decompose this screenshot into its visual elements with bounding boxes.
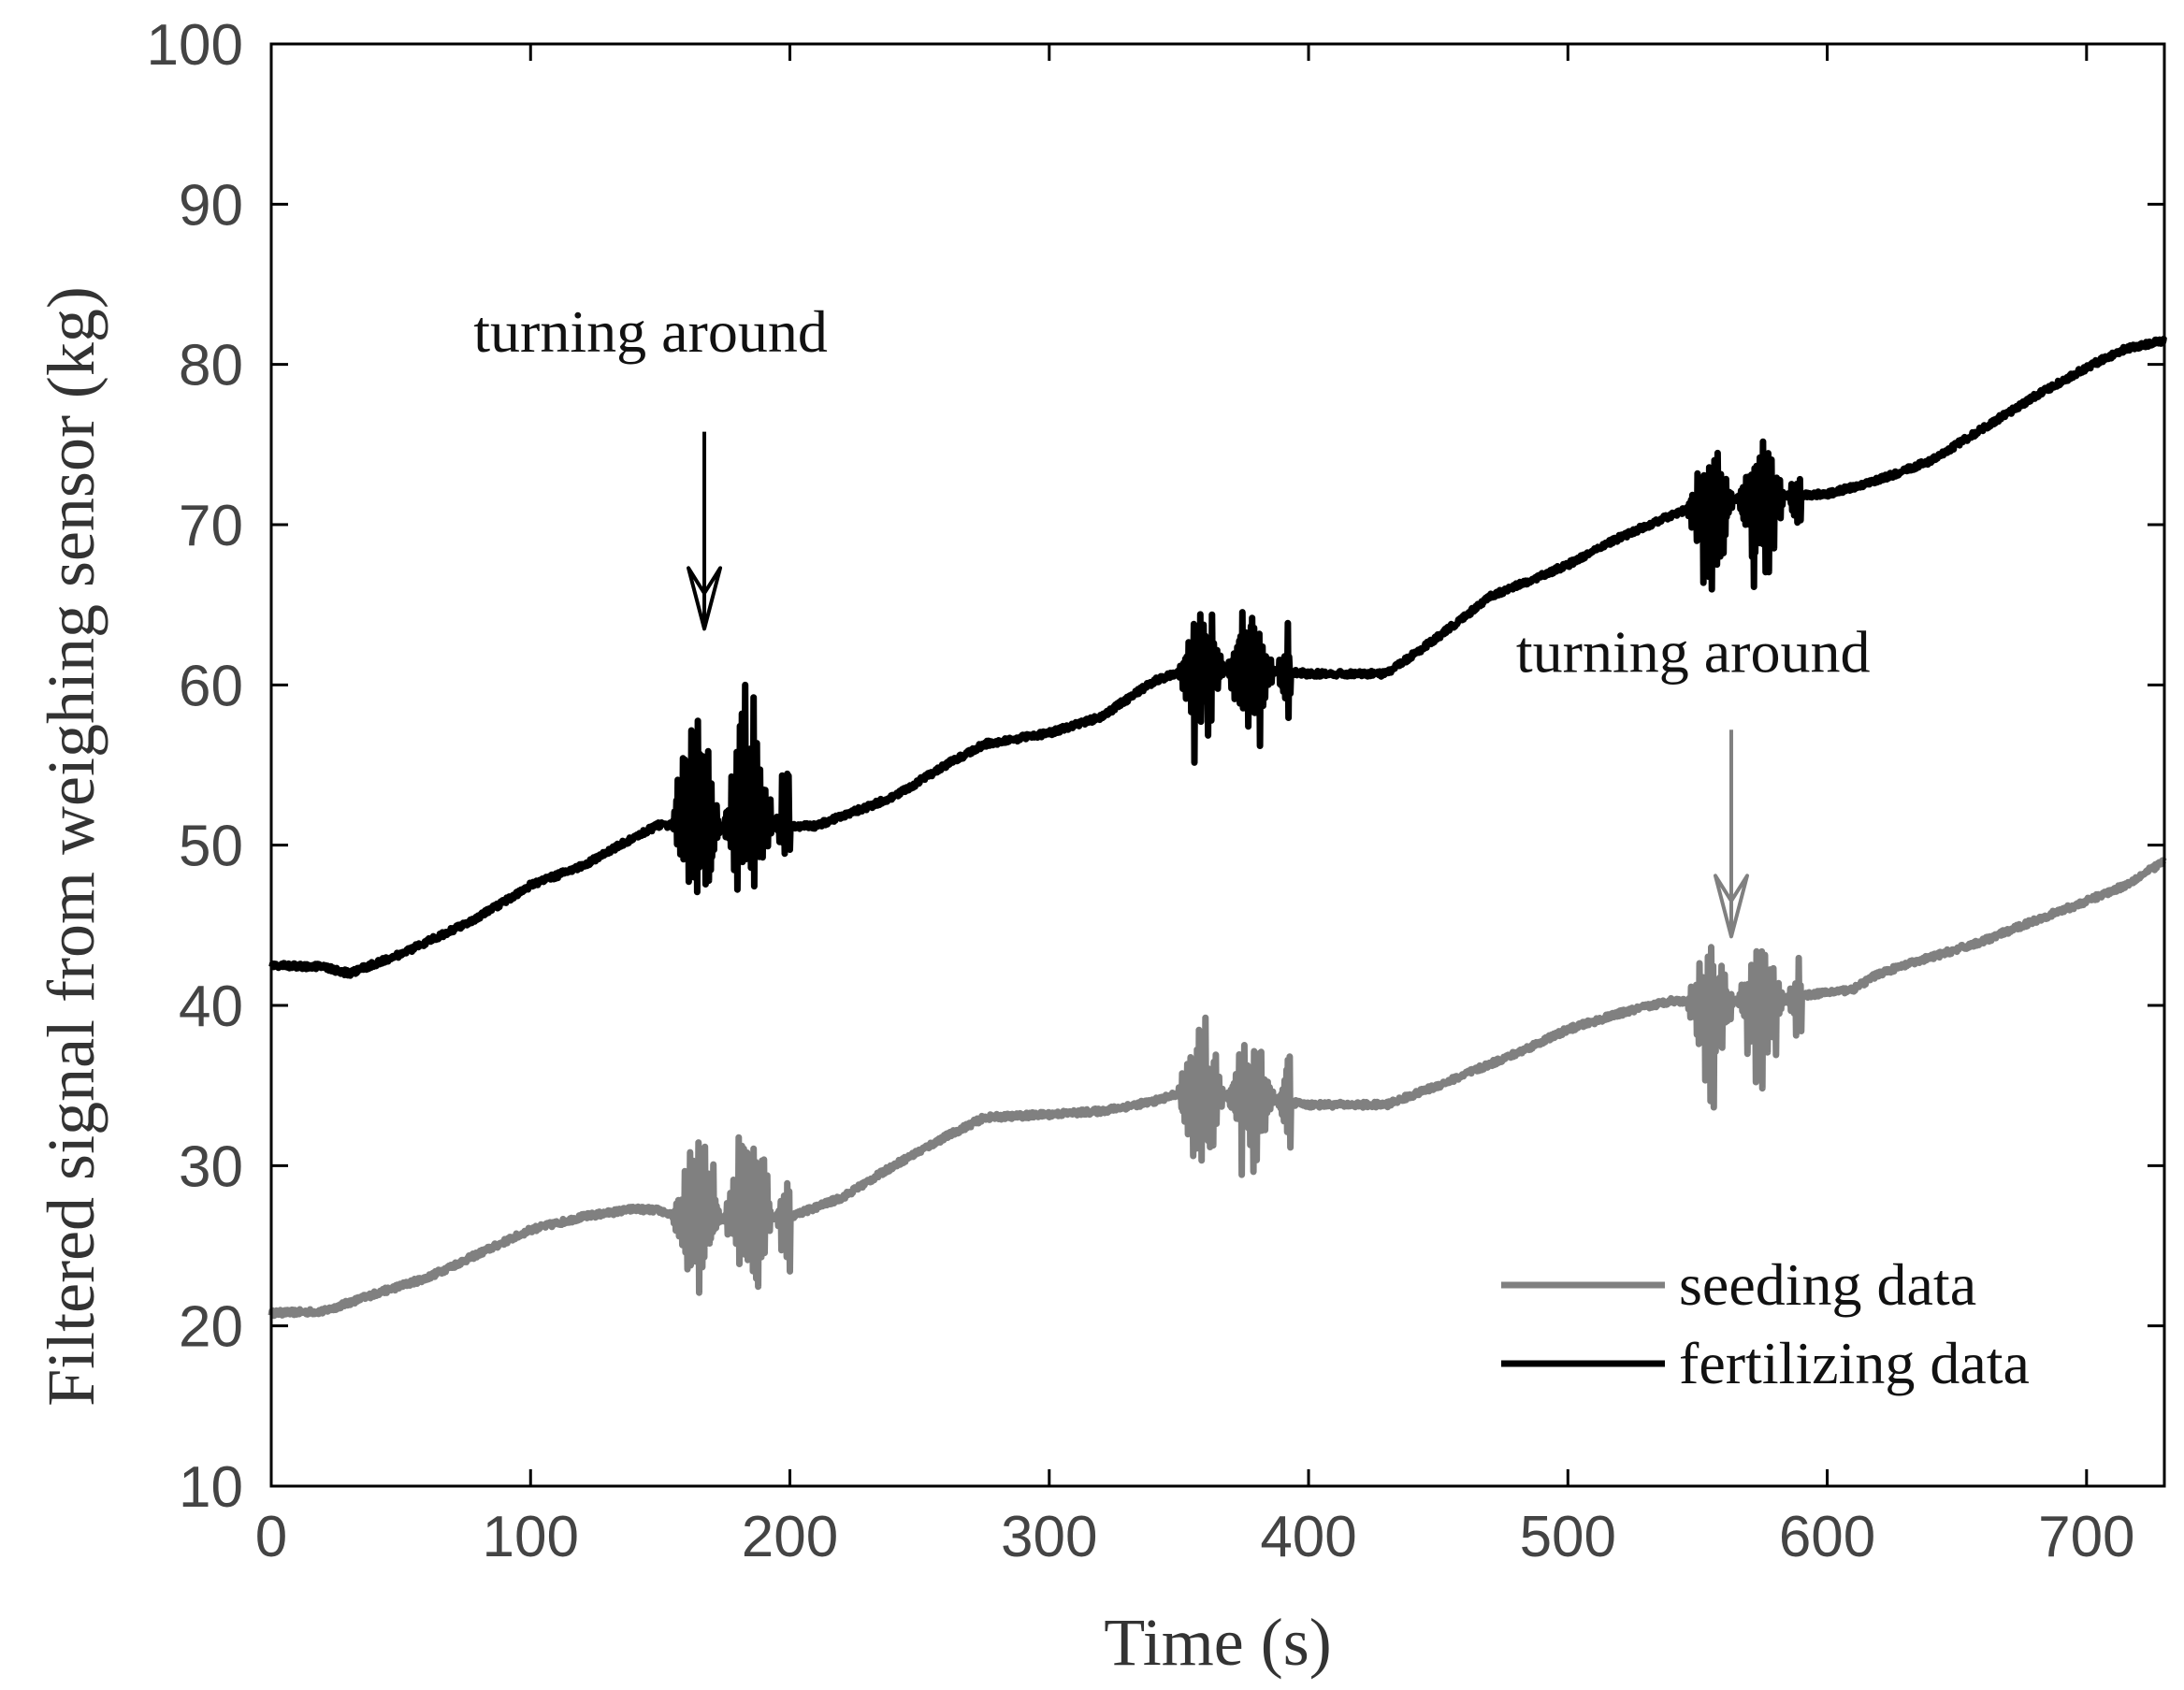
- y-tick-label: 40: [179, 975, 243, 1039]
- annotation-arrow-head: [1713, 874, 1749, 939]
- y-tick-label: 50: [179, 815, 243, 879]
- x-tick-label: 500: [1520, 1505, 1616, 1569]
- y-tick-label: 10: [179, 1455, 243, 1520]
- x-axis-label: Time (s): [1104, 1605, 1331, 1680]
- y-tick-label: 60: [179, 654, 243, 718]
- legend: seeding data fertilizing data: [1501, 1251, 2030, 1396]
- x-tick-label: 200: [742, 1505, 838, 1569]
- legend-label-seeding: seeding data: [1679, 1251, 1976, 1318]
- y-axis-label: Filtered signal from weighing sensor (kg…: [34, 286, 108, 1407]
- ticks-layer: 0 100 200 300 400 500 600 700 10 20 30 40 50 60 70 80 90…: [147, 13, 2164, 1569]
- y-tick-label: 20: [179, 1295, 243, 1360]
- x-tick-label: 700: [2038, 1505, 2134, 1569]
- annotation-layer: turning around turning around: [473, 298, 1871, 939]
- y-tick-label: 80: [179, 334, 243, 398]
- plot-frame: [269, 42, 2166, 1488]
- x-tick-label: 300: [1001, 1505, 1097, 1569]
- legend-label-fertilizing: fertilizing data: [1679, 1330, 2030, 1396]
- annotation-label: turning around: [473, 298, 828, 365]
- annotation-arrow-head: [687, 566, 723, 631]
- x-tick-label: 0: [255, 1505, 287, 1569]
- series-layer: [268, 335, 2168, 1320]
- series-line-seeding: [268, 857, 2167, 1320]
- annotation-label: turning around: [1516, 619, 1871, 686]
- x-tick-label: 100: [483, 1505, 579, 1569]
- x-tick-label: 400: [1260, 1505, 1356, 1569]
- y-tick-label: 30: [179, 1134, 243, 1199]
- y-tick-label: 70: [179, 494, 243, 558]
- x-tick-label: 600: [1779, 1505, 1875, 1569]
- y-tick-label: 100: [147, 13, 243, 78]
- series-line-fertilizing: [268, 335, 2168, 979]
- y-tick-label: 90: [179, 173, 243, 238]
